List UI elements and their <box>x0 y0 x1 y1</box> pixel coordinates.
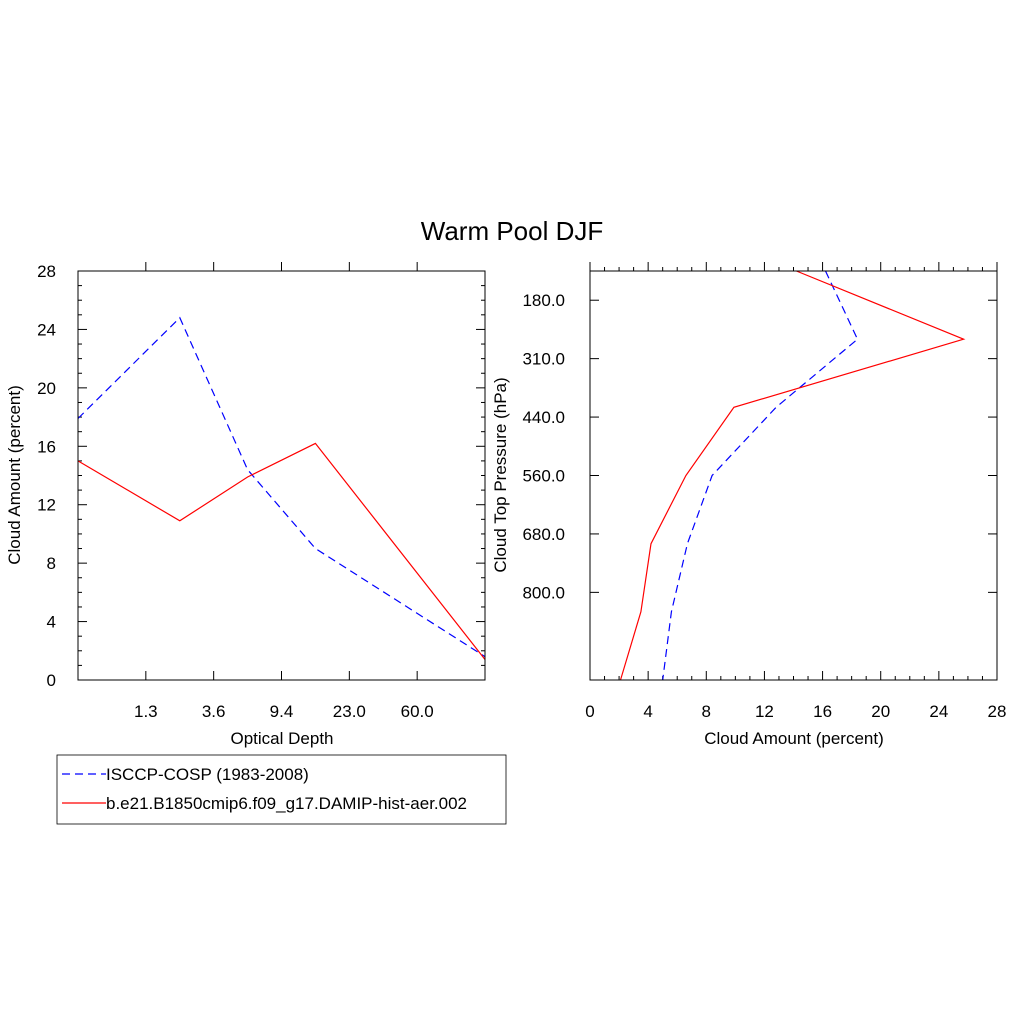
left-x-tick-label: 23.0 <box>333 702 366 721</box>
left-y-tick-label: 28 <box>37 262 56 281</box>
legend-box <box>56 754 507 825</box>
left-plot-frame <box>77 270 486 681</box>
right-x-tick-label: 4 <box>643 702 652 721</box>
legend-label-model: b.e21.B1850cmip6.f09_g17.DAMIP-hist-aer.… <box>106 794 467 813</box>
right-x-tick-label: 20 <box>871 702 890 721</box>
left-y-tick-label: 4 <box>47 613 56 632</box>
right-plot-frame <box>589 270 998 681</box>
right-y-axis-title: Cloud Top Pressure (hPa) <box>491 377 510 572</box>
left-x-tick-label: 1.3 <box>134 702 158 721</box>
right-x-axis-title: Cloud Amount (percent) <box>704 729 884 748</box>
right-y-tick-label: 560.0 <box>522 467 565 486</box>
right-x-tick-label: 16 <box>813 702 832 721</box>
left-y-tick-label: 16 <box>37 437 56 456</box>
left-y-tick-label: 8 <box>47 554 56 573</box>
left-panel-optical-depth: 0 4 8 12 16 20 24 28 1.3 3.6 9.4 23.0 60.0 Optical D… <box>5 262 486 748</box>
left-x-tick-label: 9.4 <box>270 702 294 721</box>
right-series-line-0 <box>662 270 859 681</box>
left-series-line-0 <box>77 316 486 658</box>
legend: ISCCP-COSP (1983-2008) b.e21.B1850cmip6.… <box>56 754 507 825</box>
left-x-tick-label: 3.6 <box>202 702 226 721</box>
left-y-tick-label: 0 <box>47 671 56 690</box>
left-y-tick-label: 12 <box>37 496 56 515</box>
left-y-axis-title: Cloud Amount (percent) <box>5 385 24 565</box>
right-x-tick-label: 28 <box>988 702 1007 721</box>
left-series-line-1 <box>77 442 486 660</box>
right-x-tick-label: 0 <box>585 702 594 721</box>
right-y-tick-label: 440.0 <box>522 408 565 427</box>
right-y-tick-label: 180.0 <box>522 291 565 310</box>
right-y-tick-label: 800.0 <box>522 583 565 602</box>
right-y-tick-label: 310.0 <box>522 350 565 369</box>
right-y-tick-label: 680.0 <box>522 525 565 544</box>
left-y-tick-label: 24 <box>37 320 56 339</box>
right-panel-cloud-top-pressure: 0 4 8 12 16 20 24 28 180.0 310.0 440.0 560.0 680.0 80… <box>491 262 1006 748</box>
legend-label-isccp: ISCCP-COSP (1983-2008) <box>106 765 309 784</box>
left-x-tick-label: 60.0 <box>401 702 434 721</box>
right-x-tick-label: 8 <box>702 702 711 721</box>
chart-title: Warm Pool DJF <box>421 216 604 246</box>
left-x-axis-title: Optical Depth <box>231 729 334 748</box>
right-x-tick-label: 24 <box>929 702 948 721</box>
left-y-tick-label: 20 <box>37 379 56 398</box>
right-x-tick-label: 12 <box>755 702 774 721</box>
right-series-line-1 <box>619 270 966 681</box>
